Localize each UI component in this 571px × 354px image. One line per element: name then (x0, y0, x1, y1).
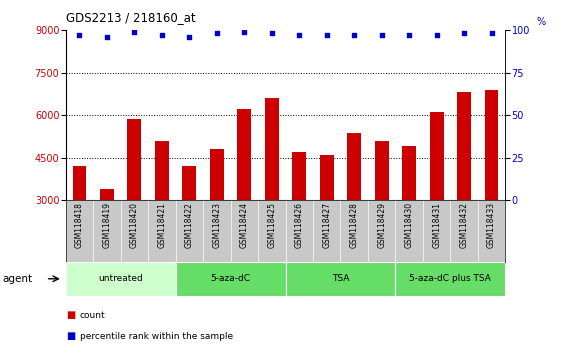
Text: GSM118428: GSM118428 (349, 202, 359, 248)
Text: %: % (536, 17, 545, 27)
Text: 5-aza-dC plus TSA: 5-aza-dC plus TSA (409, 274, 491, 283)
Bar (210, 149, 224, 200)
Point (487, 31, 496, 36)
Text: GSM118424: GSM118424 (240, 202, 249, 248)
Bar (66, 262, 176, 296)
Bar (375, 141, 388, 200)
Point (102, 34, 111, 40)
Point (349, 32, 359, 38)
Point (295, 32, 304, 38)
Text: GSM118419: GSM118419 (102, 202, 111, 248)
Bar (265, 98, 279, 200)
Text: TSA: TSA (332, 274, 349, 283)
Bar (347, 133, 361, 200)
Text: GSM118420: GSM118420 (130, 202, 139, 248)
Text: GSM118427: GSM118427 (322, 202, 331, 248)
Text: ■: ■ (66, 331, 75, 341)
Bar (403, 146, 416, 200)
Bar (320, 155, 333, 200)
Text: GSM118430: GSM118430 (405, 202, 413, 248)
Point (405, 32, 414, 38)
Bar (430, 112, 444, 200)
Point (185, 34, 194, 40)
Bar (238, 109, 251, 200)
Text: GSM118431: GSM118431 (432, 202, 441, 248)
Bar (485, 90, 498, 200)
Point (322, 32, 331, 38)
Bar (457, 92, 471, 200)
Bar (73, 166, 86, 200)
Point (240, 29, 249, 35)
Text: GSM118425: GSM118425 (267, 202, 276, 248)
Point (157, 32, 166, 38)
Text: GSM118433: GSM118433 (487, 202, 496, 248)
Text: GSM118426: GSM118426 (295, 202, 304, 248)
Point (130, 29, 139, 35)
Text: GSM118422: GSM118422 (185, 202, 194, 248)
Point (432, 32, 441, 38)
Text: 5-aza-dC: 5-aza-dC (211, 274, 251, 283)
Bar (183, 166, 196, 200)
Bar (286, 262, 395, 296)
Bar (155, 141, 168, 200)
Text: count: count (80, 310, 106, 320)
Bar (395, 262, 505, 296)
Bar (176, 262, 286, 296)
Text: GSM118429: GSM118429 (377, 202, 386, 248)
Bar (100, 189, 114, 200)
Point (75, 32, 84, 38)
Text: ■: ■ (66, 310, 75, 320)
Bar (292, 152, 306, 200)
Point (460, 31, 469, 36)
Text: GSM118423: GSM118423 (212, 202, 222, 248)
Text: percentile rank within the sample: percentile rank within the sample (80, 332, 233, 341)
Text: GSM118432: GSM118432 (460, 202, 469, 248)
Text: GSM118421: GSM118421 (158, 202, 166, 248)
Text: agent: agent (3, 274, 33, 284)
Point (377, 32, 386, 38)
Bar (127, 119, 141, 200)
Point (267, 31, 276, 36)
Text: GDS2213 / 218160_at: GDS2213 / 218160_at (66, 11, 195, 24)
Text: GSM118418: GSM118418 (75, 202, 84, 248)
Point (212, 31, 222, 36)
Text: untreated: untreated (98, 274, 143, 283)
